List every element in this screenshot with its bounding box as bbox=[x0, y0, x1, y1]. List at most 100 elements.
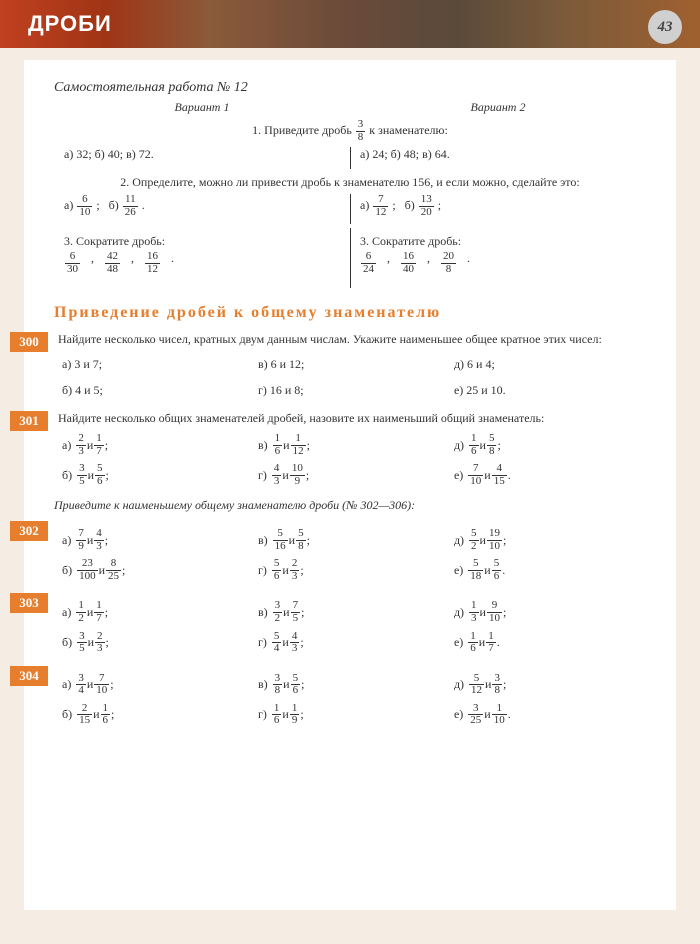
list-item: г) 54 и 43 ; bbox=[254, 628, 450, 658]
problem-number: 300 bbox=[10, 332, 48, 352]
list-item: б) 35 и 23 ; bbox=[58, 628, 254, 658]
fraction: 23 bbox=[290, 558, 300, 582]
variant-2-label: Вариант 2 bbox=[471, 100, 526, 115]
list-item: а) 23 и 17 ; bbox=[58, 430, 254, 460]
problem-300: 300 Найдите несколько чисел, кратных дву… bbox=[54, 332, 646, 403]
list-item: в) 6 и 12; bbox=[254, 351, 450, 377]
fraction: 54 bbox=[272, 631, 282, 655]
fraction: 75 bbox=[291, 600, 301, 624]
fraction: 1320 bbox=[419, 194, 434, 218]
fraction: 208 bbox=[441, 251, 456, 275]
fraction: 13 bbox=[469, 600, 479, 624]
fraction: 16 bbox=[101, 703, 111, 727]
list-item: а) 12 и 17 ; bbox=[58, 597, 254, 627]
fraction: 43 bbox=[272, 463, 282, 487]
fraction: 16 bbox=[273, 433, 283, 457]
fraction: 910 bbox=[487, 600, 502, 624]
page-number: 43 bbox=[648, 10, 682, 44]
list-item: г) 16 и 19 ; bbox=[254, 700, 450, 730]
list-item: е) 710 и 415 . bbox=[450, 460, 646, 490]
fraction: 109 bbox=[290, 463, 305, 487]
variant-1-col: 3. Сократите дробь: 630, 4248, 1612. bbox=[54, 228, 350, 288]
fraction: 110 bbox=[492, 703, 507, 727]
variant-1-col: а) 610 ; б) 1126 . bbox=[54, 194, 350, 224]
list-item: е) 16 и 17 . bbox=[450, 628, 646, 658]
fraction: 35 bbox=[77, 463, 87, 487]
fraction: 112 bbox=[291, 433, 306, 457]
fraction: 16 bbox=[272, 703, 282, 727]
fraction: 34 bbox=[76, 673, 86, 697]
list-item: д) 512 и 38 ; bbox=[450, 670, 646, 700]
instruction: Приведите к наименьшему общему знаменате… bbox=[54, 498, 646, 513]
item: б) 1126 . bbox=[109, 198, 151, 212]
list-item: д) 13 и 910 ; bbox=[450, 597, 646, 627]
list-item: б) 215 и 16 ; bbox=[58, 700, 254, 730]
fraction: 710 bbox=[94, 673, 109, 697]
task-2-answers: а) 610 ; б) 1126 . а) 712 ; б) 1320 ; bbox=[54, 194, 646, 224]
fraction: 12 bbox=[76, 600, 86, 624]
fraction: 19 bbox=[290, 703, 300, 727]
fraction: 215 bbox=[77, 703, 92, 727]
fraction: 58 bbox=[296, 528, 306, 552]
list-item: д) 16 и 58 ; bbox=[450, 430, 646, 460]
list-item: а) 34 и 710 ; bbox=[58, 670, 254, 700]
task-1-statement: 1. Приведите дробь 38 к знаменателю: bbox=[54, 119, 646, 143]
column-divider bbox=[350, 147, 351, 169]
list-item: б) 35 и 56 ; bbox=[58, 460, 254, 490]
self-work-title: Самостоятельная работа № 12 bbox=[54, 80, 646, 96]
fraction: 1612 bbox=[145, 251, 160, 275]
fraction: 16 bbox=[469, 433, 479, 457]
problem-303: 303 а) 12 и 17 ;в) 32 и 75 ;д) 13 и 910 … bbox=[54, 593, 646, 657]
fraction: 710 bbox=[468, 463, 483, 487]
variant-1-col: а) 32; б) 40; в) 72. bbox=[54, 147, 350, 169]
variant-row: Вариант 1 Вариант 2 bbox=[54, 100, 646, 115]
problem-items: а) 23 и 17 ;в) 16 и 112 ;д) 16 и 58 ; б) … bbox=[58, 430, 646, 490]
list-item: в) 16 и 112 ; bbox=[254, 430, 450, 460]
fraction: 56 bbox=[272, 558, 282, 582]
problem-302: 302 а) 79 и 43 ;в) 516 и 58 ;д) 52 и 191… bbox=[54, 521, 646, 585]
fraction: 38 bbox=[273, 673, 283, 697]
chapter-title: ДРОБИ bbox=[28, 11, 112, 37]
list-item: д) 52 и 1910 ; bbox=[450, 525, 646, 555]
chapter-header: ДРОБИ 43 bbox=[0, 0, 700, 48]
fraction: 610 bbox=[77, 194, 92, 218]
fraction: 38 bbox=[492, 673, 502, 697]
list-item: а) 79 и 43 ; bbox=[58, 525, 254, 555]
problem-number: 304 bbox=[10, 666, 48, 686]
list-item: е) 25 и 10. bbox=[450, 377, 646, 403]
fraction: 52 bbox=[469, 528, 479, 552]
fraction: 17 bbox=[486, 631, 496, 655]
problem-number: 301 bbox=[10, 411, 48, 431]
problem-text: Найдите несколько чисел, кратных двум да… bbox=[58, 332, 646, 347]
fraction: 415 bbox=[492, 463, 507, 487]
fraction: 23 bbox=[76, 433, 86, 457]
problem-items: а) 34 и 710 ;в) 38 и 56 ;д) 512 и 38 ;б)… bbox=[58, 670, 646, 730]
fraction: 4248 bbox=[105, 251, 120, 275]
problem-text: Найдите несколько общих знаменателей дро… bbox=[58, 411, 646, 426]
list-item: д) 6 и 4; bbox=[450, 351, 646, 377]
fraction: 43 bbox=[290, 631, 300, 655]
fraction: 35 bbox=[77, 631, 87, 655]
item: а) 610 ; bbox=[64, 198, 106, 212]
list-item: а) 3 и 7; bbox=[58, 351, 254, 377]
list-item: е) 518 и 56 . bbox=[450, 555, 646, 585]
list-item: б) 4 и 5; bbox=[58, 377, 254, 403]
task-3: 3. Сократите дробь: 630, 4248, 1612. 3. … bbox=[54, 228, 646, 288]
problem-304: 304 а) 34 и 710 ;в) 38 и 56 ;д) 512 и 38… bbox=[54, 666, 646, 730]
problem-number: 302 bbox=[10, 521, 48, 541]
problem-items: а) 79 и 43 ;в) 516 и 58 ;д) 52 и 1910 ;б… bbox=[58, 525, 646, 585]
variant-2-col: а) 712 ; б) 1320 ; bbox=[350, 194, 646, 224]
list-item: б) 23100 и 825 ; bbox=[58, 555, 254, 585]
problem-number: 303 bbox=[10, 593, 48, 613]
variant-1-label: Вариант 1 bbox=[175, 100, 230, 115]
page-content: Самостоятельная работа № 12 Вариант 1 Ва… bbox=[24, 60, 676, 910]
fraction: 23 bbox=[95, 631, 105, 655]
problem-items: а) 12 и 17 ;в) 32 и 75 ;д) 13 и 910 ;б) … bbox=[58, 597, 646, 657]
fraction: 1910 bbox=[487, 528, 502, 552]
fraction: 516 bbox=[273, 528, 288, 552]
fraction: 56 bbox=[95, 463, 105, 487]
task-2-statement: 2. Определите, можно ли привести дробь к… bbox=[54, 175, 646, 190]
problem-301: 301 Найдите несколько общих знаменателей… bbox=[54, 411, 646, 490]
list-item: г) 16 и 8; bbox=[254, 377, 450, 403]
fraction: 38 bbox=[356, 119, 366, 143]
